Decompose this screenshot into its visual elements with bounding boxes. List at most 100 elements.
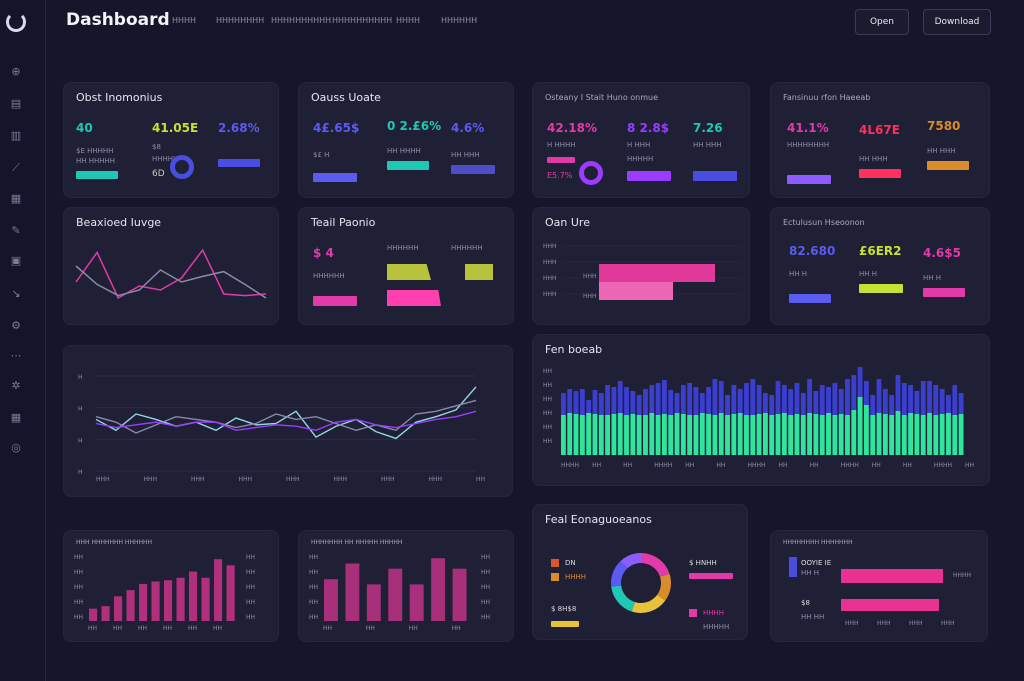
tick-label: HH [246, 569, 255, 576]
legend-label: HHHH [703, 609, 725, 617]
card-line-large: H H H H HHH HHH HHH HHH HHH HHH HHH HHH HH [63, 345, 513, 497]
tick-label: HHHH [953, 572, 971, 579]
tick-label: HHHH [561, 462, 579, 469]
bar [807, 413, 812, 455]
metric-bar [218, 159, 260, 167]
bar [226, 565, 235, 621]
home-icon[interactable]: ⊕ [11, 65, 21, 78]
label: HHHHHH [313, 272, 345, 280]
donut-slice [657, 573, 671, 601]
label: HH HHHHH [76, 157, 116, 165]
metric-bar [76, 171, 118, 179]
metric: 8 2.8$ [627, 121, 670, 135]
tick-label: HH [74, 599, 83, 606]
settings-icon[interactable]: ⚙ [11, 319, 21, 332]
bar [763, 413, 768, 455]
card-teail: Teail Paonio $ 4 HHHHHH HHHHHH HHHHHH [298, 207, 514, 325]
tick-label: HHH [909, 620, 923, 627]
metric-bar [387, 290, 441, 306]
label: HH H [789, 270, 808, 278]
nav-item[interactable]: HHHHHH [441, 16, 478, 25]
bar [662, 414, 667, 455]
bar [592, 414, 598, 455]
download-button[interactable]: Download [923, 9, 991, 35]
tick-label: HHH [239, 476, 253, 483]
app-title: Dashboard [66, 10, 170, 30]
label: $E HHHHH [76, 147, 114, 155]
bar [617, 413, 623, 455]
tick-label: HHH [334, 476, 348, 483]
metric-bar [465, 264, 493, 280]
series-line [95, 410, 477, 432]
legend-label: HH H [801, 569, 820, 577]
nav-item[interactable]: HHHH [396, 16, 421, 25]
label: HH H [859, 270, 878, 278]
user-icon[interactable]: ◎ [11, 441, 21, 454]
card-bars-a: HHH HHHHHHH HHHHHH HH HH HH HH HH HH HH HH HH HH H… [63, 530, 279, 642]
grid-icon[interactable]: ▤ [10, 97, 22, 110]
donut-mini [170, 155, 194, 179]
tick-label: HHHH [654, 462, 672, 469]
nav-item[interactable]: HHHHHHHHHH [332, 16, 393, 25]
card-ectulusun: Ectulusun Hseoonon 82.680 £6ER2 4.6$5 HH… [770, 207, 990, 325]
card-osteany: Osteany I Stait Huno onmue 42.18% 8 2.8$… [532, 82, 750, 198]
card-feal: Feal Eonaguoeanos DN HHHH $ 8H$8 $ HNHH … [532, 504, 748, 640]
tick-label: HH [716, 462, 725, 469]
columns-icon[interactable]: ▥ [10, 129, 22, 142]
bar [674, 413, 680, 455]
nav-item[interactable]: HHHHHHHH [216, 16, 265, 25]
label: HHHHHH [387, 244, 419, 252]
tick-label: HH [623, 462, 632, 469]
metric-bar [859, 284, 903, 293]
card-oauss: Oauss Uoate 4£.65$ 0 2.£6% 4.6% $£ H HH … [298, 82, 514, 198]
tick-label: HH [74, 569, 83, 576]
tick-label: HHH [429, 476, 443, 483]
legend-label: DN [565, 559, 576, 567]
bar-chart-small: HH HH HH HH HH HH HH HH HH HH HH HH HH HH [309, 554, 490, 632]
tick-label: HHH [877, 620, 891, 627]
bar [605, 415, 610, 455]
bar [431, 558, 446, 621]
bar [725, 415, 730, 455]
bar [214, 559, 223, 621]
tick-label: HH [138, 625, 147, 632]
bar [126, 590, 135, 621]
tick-label: HH [481, 554, 490, 561]
legend-label: HHHH [565, 573, 587, 581]
bar [643, 415, 648, 455]
bar [624, 415, 629, 455]
tick-label: HHH [583, 293, 597, 300]
tick-label: HH [409, 625, 418, 632]
metric-bar [313, 296, 357, 306]
bar [114, 596, 123, 621]
logo [6, 12, 26, 32]
chart-icon[interactable]: ⟋ [12, 161, 20, 174]
bar [819, 415, 825, 455]
bar [731, 414, 737, 455]
table-icon[interactable]: ▦ [10, 411, 22, 424]
bar [870, 415, 876, 455]
bar [826, 413, 831, 455]
calendar-icon[interactable]: ▦ [10, 192, 22, 205]
series-line [95, 399, 477, 434]
dots-icon[interactable]: ⋯ [10, 349, 22, 362]
layout-icon[interactable]: ▣ [10, 254, 22, 267]
bar [737, 413, 743, 455]
gear-icon[interactable]: ✲ [11, 379, 21, 392]
bar [101, 606, 110, 621]
tick-label: HH [74, 554, 83, 561]
tick-label: HH [481, 599, 490, 606]
tick-label: HH [309, 614, 318, 621]
nav-item[interactable]: HHHHHHHHHH [271, 16, 332, 25]
bar [599, 282, 673, 300]
nav-item[interactable]: HHHH [172, 16, 197, 25]
tick-label: HH [543, 438, 552, 445]
tick-label: HHH [543, 259, 557, 266]
open-button[interactable]: Open [855, 9, 909, 35]
metric: $ 4 [313, 246, 334, 260]
edit-icon[interactable]: ✎ [11, 224, 21, 237]
bar [769, 415, 775, 455]
bar [750, 415, 756, 455]
bar [586, 413, 592, 455]
trend-icon[interactable]: ↘ [11, 287, 21, 300]
